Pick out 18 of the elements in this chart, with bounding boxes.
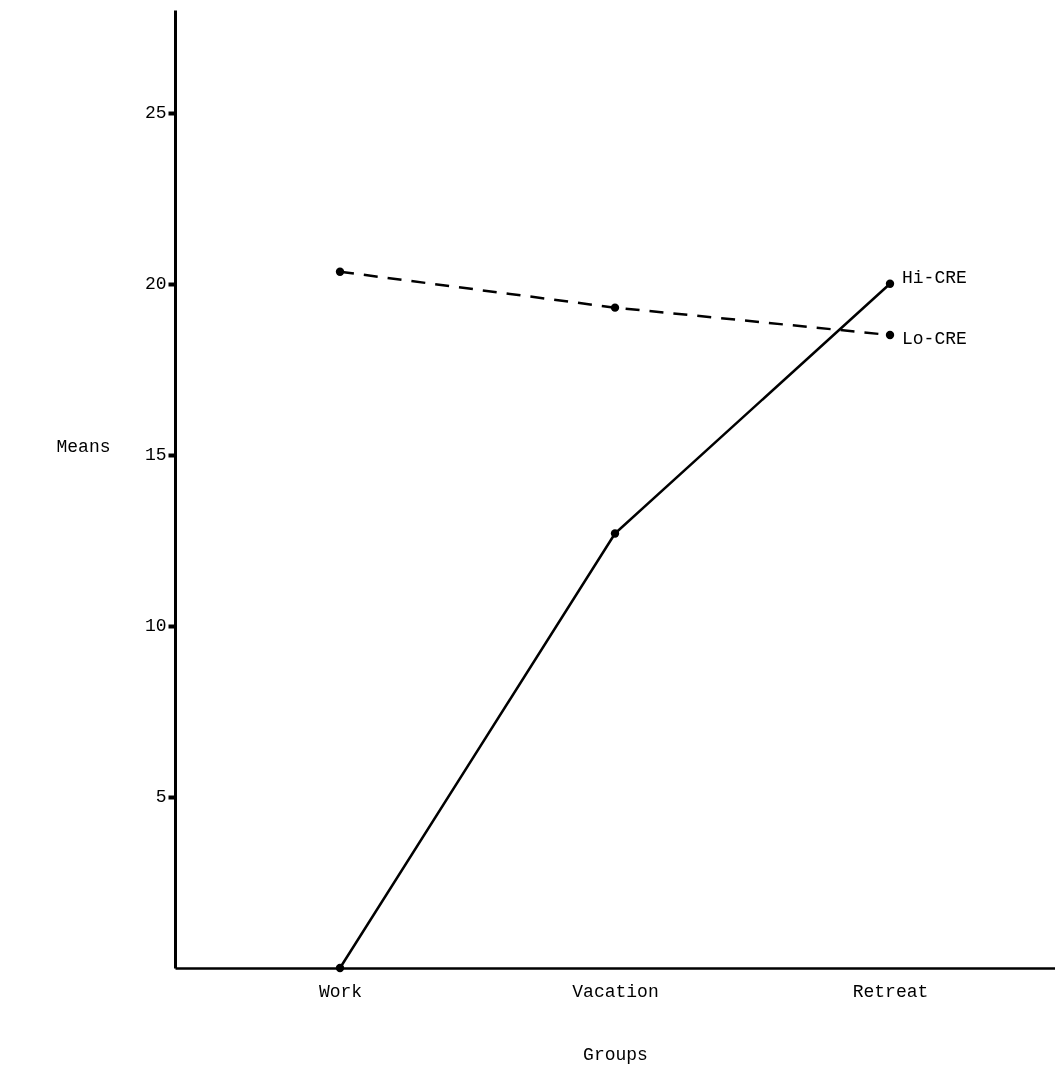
x-tick-label: Retreat	[852, 981, 929, 1002]
point	[885, 330, 895, 340]
y-tick-label: 10	[144, 616, 167, 637]
x-tick-label: Work	[318, 981, 363, 1002]
point	[335, 267, 345, 276]
point	[610, 303, 620, 312]
point	[335, 963, 345, 973]
x-tick-label: Vacation	[572, 981, 659, 1002]
y-tick-label: 20	[144, 274, 167, 295]
x-axis-title: Groups	[583, 1044, 648, 1065]
y-tick-label: 5	[155, 787, 167, 808]
y-tick-label: 25	[144, 103, 167, 124]
series-label: Lo-CRE	[902, 329, 967, 350]
point	[610, 529, 620, 538]
y-axis-title: Means	[56, 436, 111, 457]
y-tick-label: 15	[144, 445, 167, 466]
series-label: Hi-CRE	[902, 267, 967, 288]
point	[885, 279, 895, 288]
